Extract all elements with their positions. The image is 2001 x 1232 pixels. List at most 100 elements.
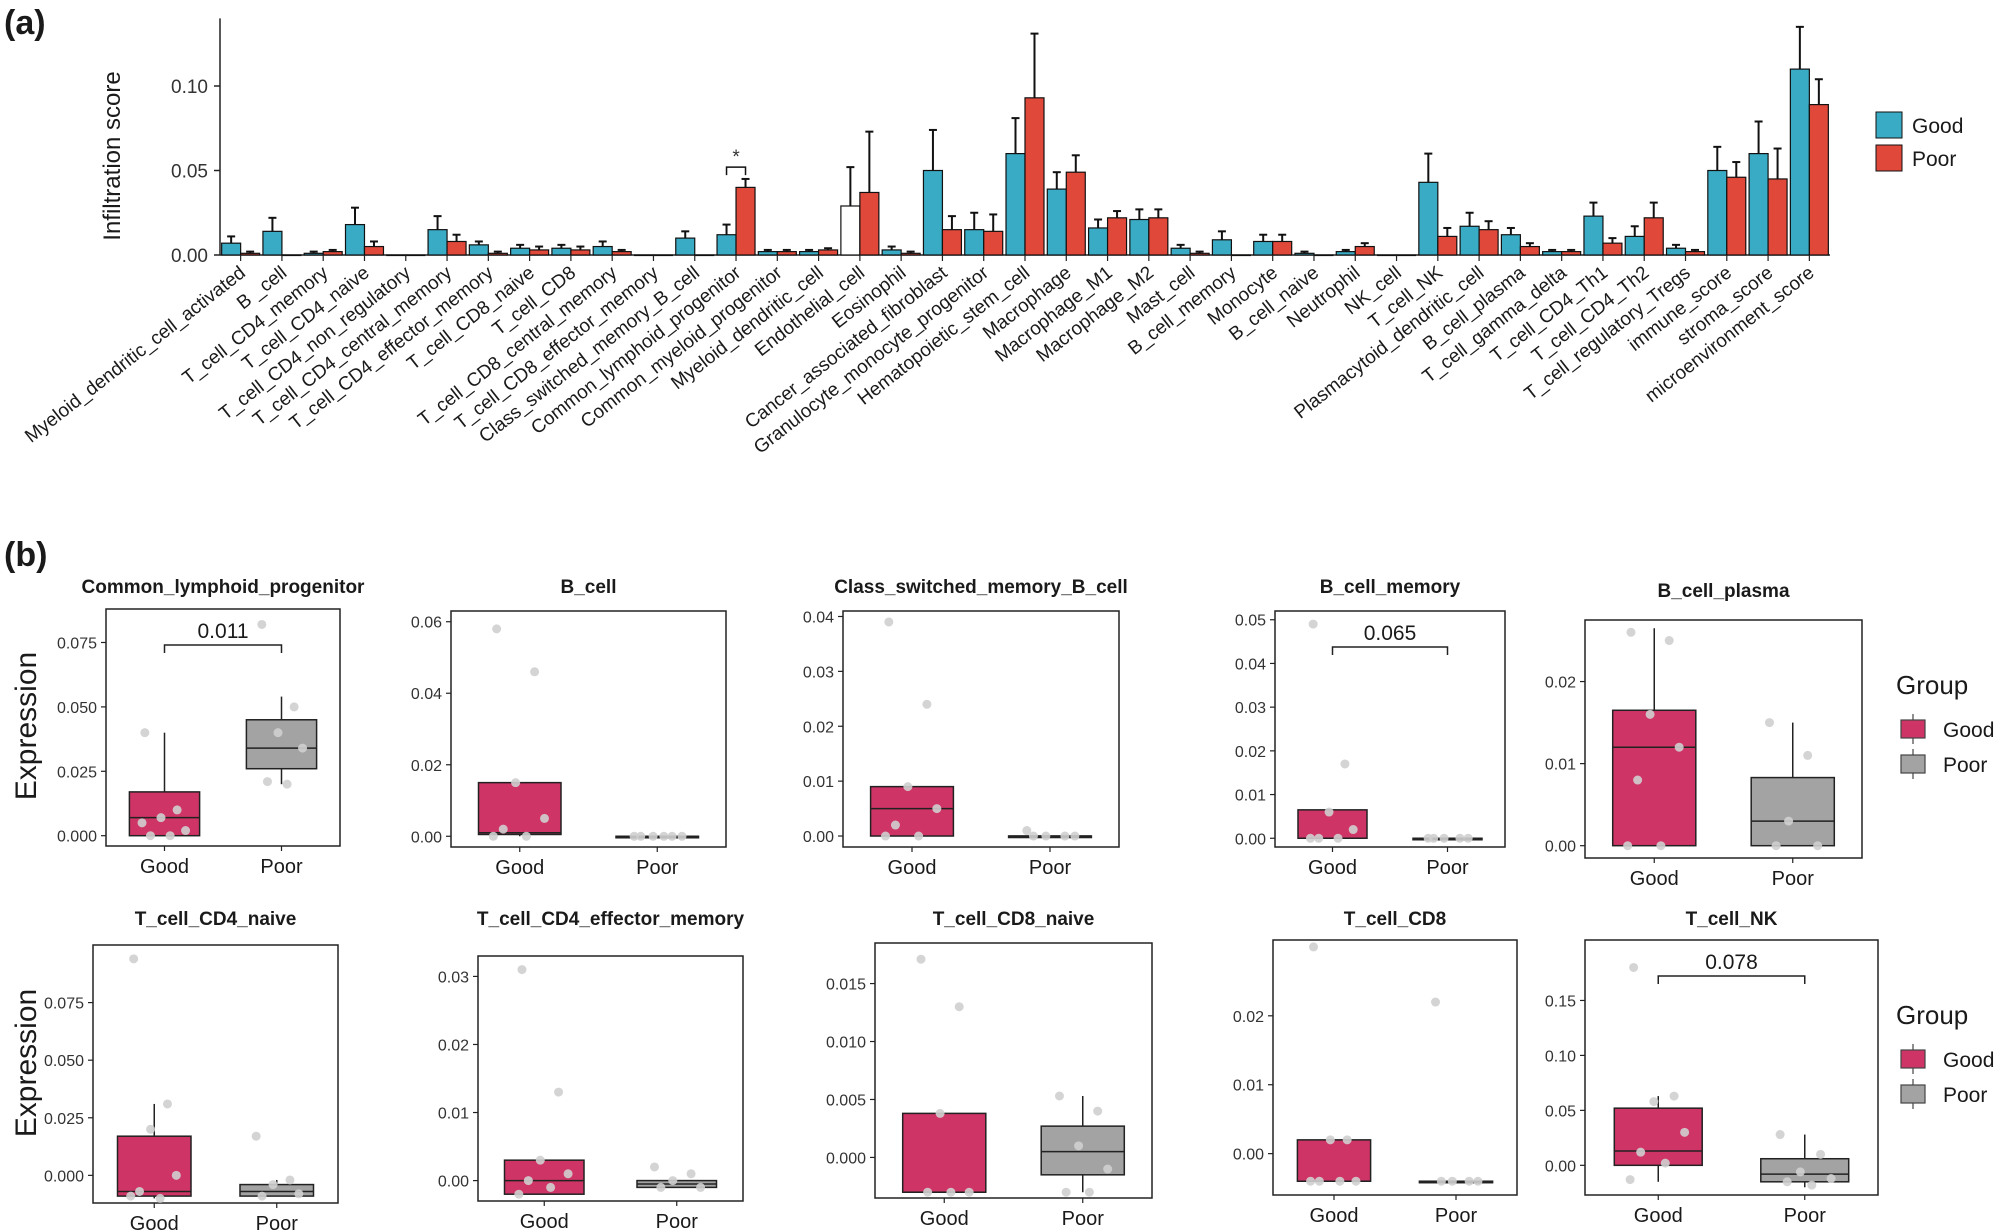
bar-poor — [1230, 254, 1252, 257]
plot-title: B_cell_memory — [1320, 577, 1461, 598]
bar-good — [1665, 247, 1687, 256]
panel-label-b: (b) — [4, 536, 47, 574]
y-tick-label: 0.025 — [57, 764, 97, 781]
y-tick-label: 0.03 — [438, 969, 469, 986]
data-point — [1784, 816, 1794, 826]
y-tick-label: 0.000 — [44, 1168, 84, 1185]
data-point — [540, 813, 549, 823]
data-point — [162, 1099, 172, 1109]
data-point — [1455, 833, 1465, 843]
bar-good — [1294, 252, 1315, 256]
bar-good — [1624, 235, 1645, 256]
data-point — [1325, 1135, 1335, 1145]
y-tick-label: 0.06 — [411, 615, 442, 632]
data-point — [1625, 1175, 1635, 1185]
bar-good — [1129, 218, 1150, 256]
bar-good — [221, 242, 242, 256]
data-point — [1309, 942, 1319, 952]
box-good — [1613, 1107, 1703, 1167]
data-point — [1645, 709, 1655, 719]
plot-frame — [1274, 610, 1506, 848]
data-point — [636, 831, 646, 841]
data-point — [1335, 1176, 1345, 1186]
data-point — [1436, 1176, 1446, 1186]
bar-good — [1542, 251, 1563, 256]
x-tick-label: Poor — [1029, 857, 1072, 879]
y-tick-label: 0.05 — [1235, 613, 1266, 630]
data-point — [686, 1169, 696, 1179]
y-tick-label: 0.010 — [826, 1035, 866, 1052]
legend-label-good: Good — [1943, 1049, 1994, 1072]
data-point — [884, 617, 894, 627]
bar-good — [1170, 247, 1191, 256]
x-tick-label: Poor — [1062, 1208, 1105, 1230]
bar-good — [510, 247, 531, 256]
y-tick-label: 0.02 — [438, 1037, 469, 1054]
data-point — [656, 1182, 666, 1192]
y-tick-label: 0.00 — [171, 246, 208, 267]
legend-label-good: Good — [1943, 719, 1994, 742]
bar-poor — [1024, 97, 1045, 256]
bar-poor — [1519, 245, 1540, 256]
data-point — [1633, 775, 1643, 785]
y-tick-label: 0.050 — [57, 700, 97, 717]
data-point — [1348, 825, 1358, 835]
bar-poor — [1684, 251, 1706, 256]
x-tick-label: Good — [888, 857, 937, 879]
y-tick-label: 0.00 — [803, 829, 834, 846]
bar-good — [427, 229, 448, 256]
y-tick-label: 0.02 — [411, 758, 442, 775]
data-point — [1439, 833, 1449, 843]
data-point — [1807, 1180, 1817, 1190]
plot-title: T_cell_CD8 — [1344, 909, 1446, 930]
data-point — [1041, 831, 1051, 841]
bar-good — [1211, 239, 1233, 256]
y-tick-label: 0.02 — [1545, 675, 1576, 692]
x-tick-label: Poor — [656, 1211, 699, 1232]
significance-bracket — [725, 166, 747, 176]
data-point — [273, 728, 283, 738]
plot-frame — [477, 955, 744, 1202]
data-point — [535, 1155, 545, 1165]
box-good — [869, 785, 955, 837]
data-point — [554, 1087, 564, 1097]
y-tick-label: 0.005 — [826, 1092, 866, 1109]
data-point — [521, 831, 531, 841]
pvalue-bracket — [1657, 975, 1806, 984]
y-tick-label: 0.05 — [171, 162, 208, 183]
y-tick-label: 0.02 — [1233, 1009, 1264, 1026]
panel-label-a: (a) — [4, 4, 46, 42]
x-tick-label: Poor — [636, 857, 679, 879]
y-tick-label: 0.050 — [44, 1053, 84, 1070]
legend-group-row2: Group Good Poor — [1896, 1000, 1994, 1109]
bar-good — [1253, 240, 1274, 256]
bar-poor — [446, 240, 467, 256]
bar-good — [1087, 227, 1109, 256]
bar-good — [386, 254, 407, 257]
data-point — [649, 1162, 659, 1172]
data-point — [546, 1182, 556, 1192]
legend-title: Group — [1896, 670, 1968, 700]
bar-poor — [817, 249, 839, 256]
data-point — [1771, 841, 1781, 851]
data-point — [563, 1169, 573, 1179]
data-point — [488, 831, 498, 841]
bar-poor — [859, 191, 880, 256]
data-point — [1813, 841, 1823, 851]
bar-poor — [1602, 242, 1623, 256]
y-tick-label: 0.03 — [803, 664, 834, 681]
bar-poor — [1106, 217, 1128, 256]
data-point — [298, 743, 308, 753]
bar-poor — [652, 254, 674, 257]
y-tick-label: 0.075 — [57, 635, 97, 652]
data-point — [668, 1176, 678, 1186]
x-tick-label: Good — [1308, 857, 1357, 879]
data-point — [1431, 997, 1441, 1007]
data-point — [696, 1182, 706, 1192]
data-point — [1664, 636, 1674, 646]
data-point — [1342, 1135, 1352, 1145]
bar-poor — [941, 229, 963, 256]
data-point — [1775, 1130, 1785, 1140]
data-point — [1333, 833, 1343, 843]
